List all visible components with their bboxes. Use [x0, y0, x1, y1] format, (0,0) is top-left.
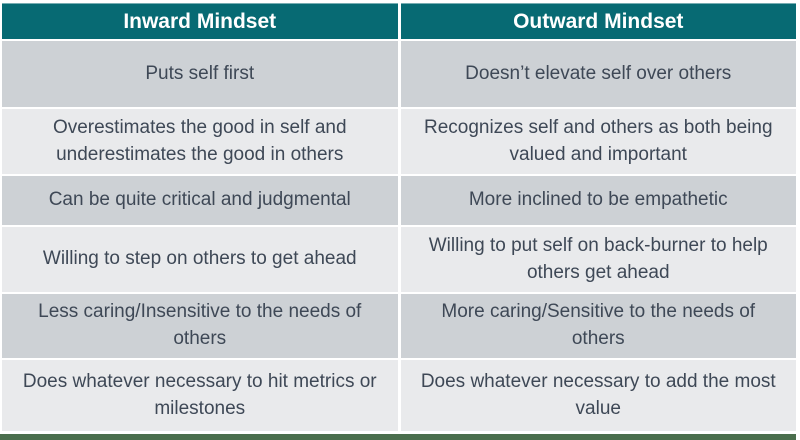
cell-outward-add-most-value: Does whatever necessary to add the most … — [400, 360, 796, 431]
cell-outward-more-caring: More caring/Sensitive to the needs of ot… — [400, 294, 796, 358]
cell-inward-hit-metrics: Does whatever necessary to hit metrics o… — [2, 360, 398, 431]
table-row: Does whatever necessary to hit metrics o… — [2, 360, 796, 431]
cell-outward-inclined-empathetic: More inclined to be empathetic — [400, 176, 796, 225]
table-row: Overestimates the good in self and under… — [2, 109, 796, 174]
cell-inward-less-caring: Less caring/Insensitive to the needs of … — [2, 294, 398, 358]
cell-inward-step-on-others: Willing to step on others to get ahead — [2, 227, 398, 292]
cell-inward-puts-self-first: Puts self first — [2, 41, 398, 107]
cell-outward-doesnt-elevate-self: Doesn’t elevate self over others — [400, 41, 796, 107]
header-cell-outward-mindset: Outward Mindset — [400, 3, 796, 39]
table-row: Less caring/Insensitive to the needs of … — [2, 294, 796, 358]
table-row: Can be quite critical and judgmental Mor… — [2, 176, 796, 225]
table-row: Puts self first Doesn’t elevate self ove… — [2, 41, 796, 107]
bottom-accent-bar — [0, 434, 796, 440]
cell-inward-overestimates-good: Overestimates the good in self and under… — [2, 109, 398, 174]
cell-outward-recognizes-self-others: Recognizes self and others as both being… — [400, 109, 796, 174]
comparison-table: Inward Mindset Outward Mindset Puts self… — [2, 3, 796, 431]
table-row: Willing to step on others to get ahead W… — [2, 227, 796, 292]
cell-inward-critical-judgmental: Can be quite critical and judgmental — [2, 176, 398, 225]
cell-outward-self-back-burner: Willing to put self on back-burner to he… — [400, 227, 796, 292]
header-cell-inward-mindset: Inward Mindset — [2, 3, 398, 39]
table-header-row: Inward Mindset Outward Mindset — [2, 3, 796, 39]
